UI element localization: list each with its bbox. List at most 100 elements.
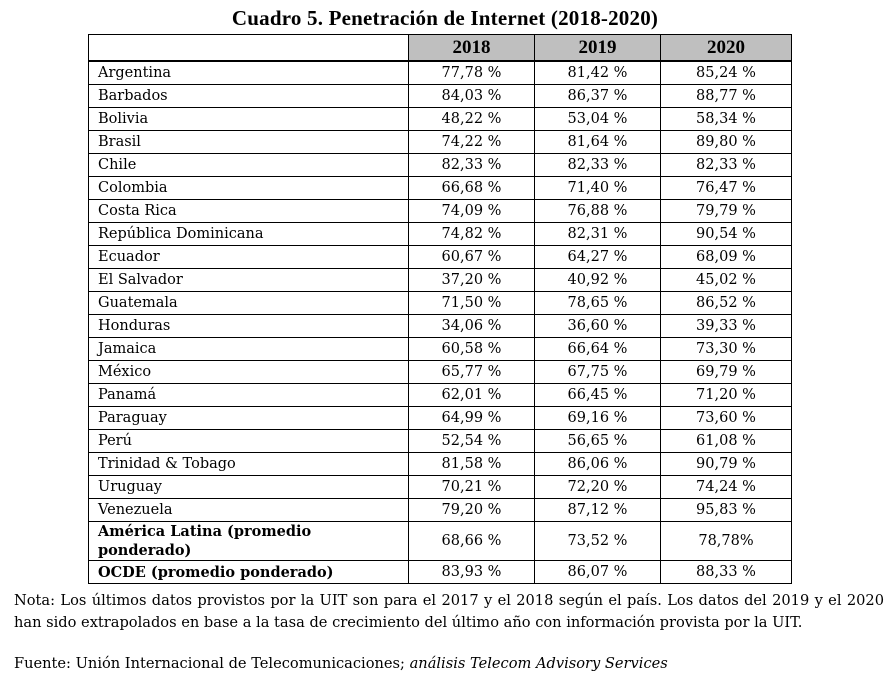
value-cell-2018: 81,58 % — [408, 452, 535, 476]
value-cell-2020: 69,79 % — [660, 360, 792, 384]
value-cell-2020: 90,54 % — [660, 222, 792, 246]
value-cell-2018: 52,54 % — [408, 429, 535, 453]
value-cell-2018: 74,09 % — [408, 199, 535, 223]
value-cell-2018: 71,50 % — [408, 291, 535, 315]
value-cell-2020: 86,52 % — [660, 291, 792, 315]
value-cell-2020: 61,08 % — [660, 429, 792, 453]
value-cell-2020: 58,34 % — [660, 107, 792, 131]
summary-row: América Latina (promedio ponderado) 68,66… — [88, 521, 792, 561]
value-cell-2020: 78,78% — [660, 521, 792, 561]
value-cell-2018: 60,67 % — [408, 245, 535, 269]
country-cell: Jamaica — [88, 337, 409, 361]
value-cell-2018: 74,22 % — [408, 130, 535, 154]
value-cell-2019: 36,60 % — [534, 314, 661, 338]
table-row: República Dominicana 74,82 % 82,31 % 90,54 … — [88, 222, 792, 246]
value-cell-2018: 70,21 % — [408, 475, 535, 499]
value-cell-2020: 82,33 % — [660, 153, 792, 177]
value-cell-2020: 85,24 % — [660, 60, 792, 85]
table-row: México 65,77 % 67,75 % 69,79 % — [88, 360, 792, 384]
value-cell-2019: 76,88 % — [534, 199, 661, 223]
value-cell-2018: 83,93 % — [408, 560, 535, 584]
value-cell-2020: 89,80 % — [660, 130, 792, 154]
value-cell-2019: 86,37 % — [534, 84, 661, 108]
table-body: Argentina 77,78 % 81,42 % 85,24 % Barbados 84… — [88, 60, 792, 584]
value-cell-2020: 88,33 % — [660, 560, 792, 584]
country-cell: El Salvador — [88, 268, 409, 292]
country-cell: Bolivia — [88, 107, 409, 131]
table-row: Honduras 34,06 % 36,60 % 39,33 % — [88, 314, 792, 338]
table-row: Argentina 77,78 % 81,42 % 85,24 % — [88, 60, 792, 85]
table-row: Perú 52,54 % 56,65 % 61,08 % — [88, 429, 792, 453]
value-cell-2020: 74,24 % — [660, 475, 792, 499]
value-cell-2020: 73,30 % — [660, 337, 792, 361]
value-cell-2019: 72,20 % — [534, 475, 661, 499]
value-cell-2020: 71,20 % — [660, 383, 792, 407]
country-cell: Ecuador — [88, 245, 409, 269]
country-cell: América Latina (promedio ponderado) — [88, 521, 409, 561]
source-analysis: análisis Telecom Advisory Services — [409, 655, 668, 672]
table-row: Colombia 66,68 % 71,40 % 76,47 % — [88, 176, 792, 200]
country-cell: Panamá — [88, 383, 409, 407]
value-cell-2018: 68,66 % — [408, 521, 535, 561]
table-row: Jamaica 60,58 % 66,64 % 73,30 % — [88, 337, 792, 361]
value-cell-2019: 78,65 % — [534, 291, 661, 315]
value-cell-2020: 73,60 % — [660, 406, 792, 430]
value-cell-2020: 76,47 % — [660, 176, 792, 200]
summary-row: OCDE (promedio ponderado) 83,93 % 86,07 % 8… — [88, 560, 792, 584]
value-cell-2018: 60,58 % — [408, 337, 535, 361]
country-cell: Trinidad & Tobago — [88, 452, 409, 476]
table-row: El Salvador 37,20 % 40,92 % 45,02 % — [88, 268, 792, 292]
value-cell-2020: 39,33 % — [660, 314, 792, 338]
table-row: Venezuela 79,20 % 87,12 % 95,83 % — [88, 498, 792, 522]
value-cell-2018: 84,03 % — [408, 84, 535, 108]
value-cell-2020: 79,79 % — [660, 199, 792, 223]
table-row: Paraguay 64,99 % 69,16 % 73,60 % — [88, 406, 792, 430]
value-cell-2019: 86,07 % — [534, 560, 661, 584]
country-cell: Paraguay — [88, 406, 409, 430]
country-cell: México — [88, 360, 409, 384]
country-cell: Brasil — [88, 130, 409, 154]
header-cell-country — [88, 34, 409, 62]
value-cell-2020: 90,79 % — [660, 452, 792, 476]
value-cell-2019: 69,16 % — [534, 406, 661, 430]
value-cell-2018: 48,22 % — [408, 107, 535, 131]
country-cell: Chile — [88, 153, 409, 177]
value-cell-2018: 65,77 % — [408, 360, 535, 384]
table-note: Nota: Los últimos datos provistos por la… — [14, 590, 884, 633]
value-cell-2018: 82,33 % — [408, 153, 535, 177]
table-source: Fuente: Unión Internacional de Telecomun… — [14, 654, 668, 674]
value-cell-2020: 95,83 % — [660, 498, 792, 522]
country-cell: Honduras — [88, 314, 409, 338]
value-cell-2019: 66,64 % — [534, 337, 661, 361]
value-cell-2019: 82,33 % — [534, 153, 661, 177]
country-cell: Colombia — [88, 176, 409, 200]
value-cell-2018: 77,78 % — [408, 60, 535, 85]
country-cell: Barbados — [88, 84, 409, 108]
internet-penetration-table: 2018 2019 2020 Argentina 77,78 % 81,42 % 85… — [88, 34, 792, 584]
value-cell-2019: 86,06 % — [534, 452, 661, 476]
value-cell-2019: 82,31 % — [534, 222, 661, 246]
table-row: Uruguay 70,21 % 72,20 % 74,24 % — [88, 475, 792, 499]
header-row: 2018 2019 2020 — [88, 34, 792, 62]
value-cell-2018: 34,06 % — [408, 314, 535, 338]
value-cell-2018: 62,01 % — [408, 383, 535, 407]
value-cell-2019: 87,12 % — [534, 498, 661, 522]
country-cell: Uruguay — [88, 475, 409, 499]
country-cell: Costa Rica — [88, 199, 409, 223]
value-cell-2018: 66,68 % — [408, 176, 535, 200]
value-cell-2019: 81,64 % — [534, 130, 661, 154]
table-row: Chile 82,33 % 82,33 % 82,33 % — [88, 153, 792, 177]
country-cell: Guatemala — [88, 291, 409, 315]
table-title: Cuadro 5. Penetración de Internet (2018-… — [231, 6, 659, 30]
source-prefix: Fuente: Unión Internacional de Telecomun… — [14, 655, 410, 672]
header-cell-2020: 2020 — [660, 34, 792, 62]
value-cell-2019: 40,92 % — [534, 268, 661, 292]
country-cell: OCDE (promedio ponderado) — [88, 560, 409, 584]
header-cell-2018: 2018 — [408, 34, 535, 62]
value-cell-2019: 73,52 % — [534, 521, 661, 561]
value-cell-2018: 37,20 % — [408, 268, 535, 292]
value-cell-2019: 56,65 % — [534, 429, 661, 453]
table-row: Costa Rica 74,09 % 76,88 % 79,79 % — [88, 199, 792, 223]
note-text: Nota: Los últimos datos provistos por la… — [14, 592, 884, 631]
value-cell-2019: 71,40 % — [534, 176, 661, 200]
